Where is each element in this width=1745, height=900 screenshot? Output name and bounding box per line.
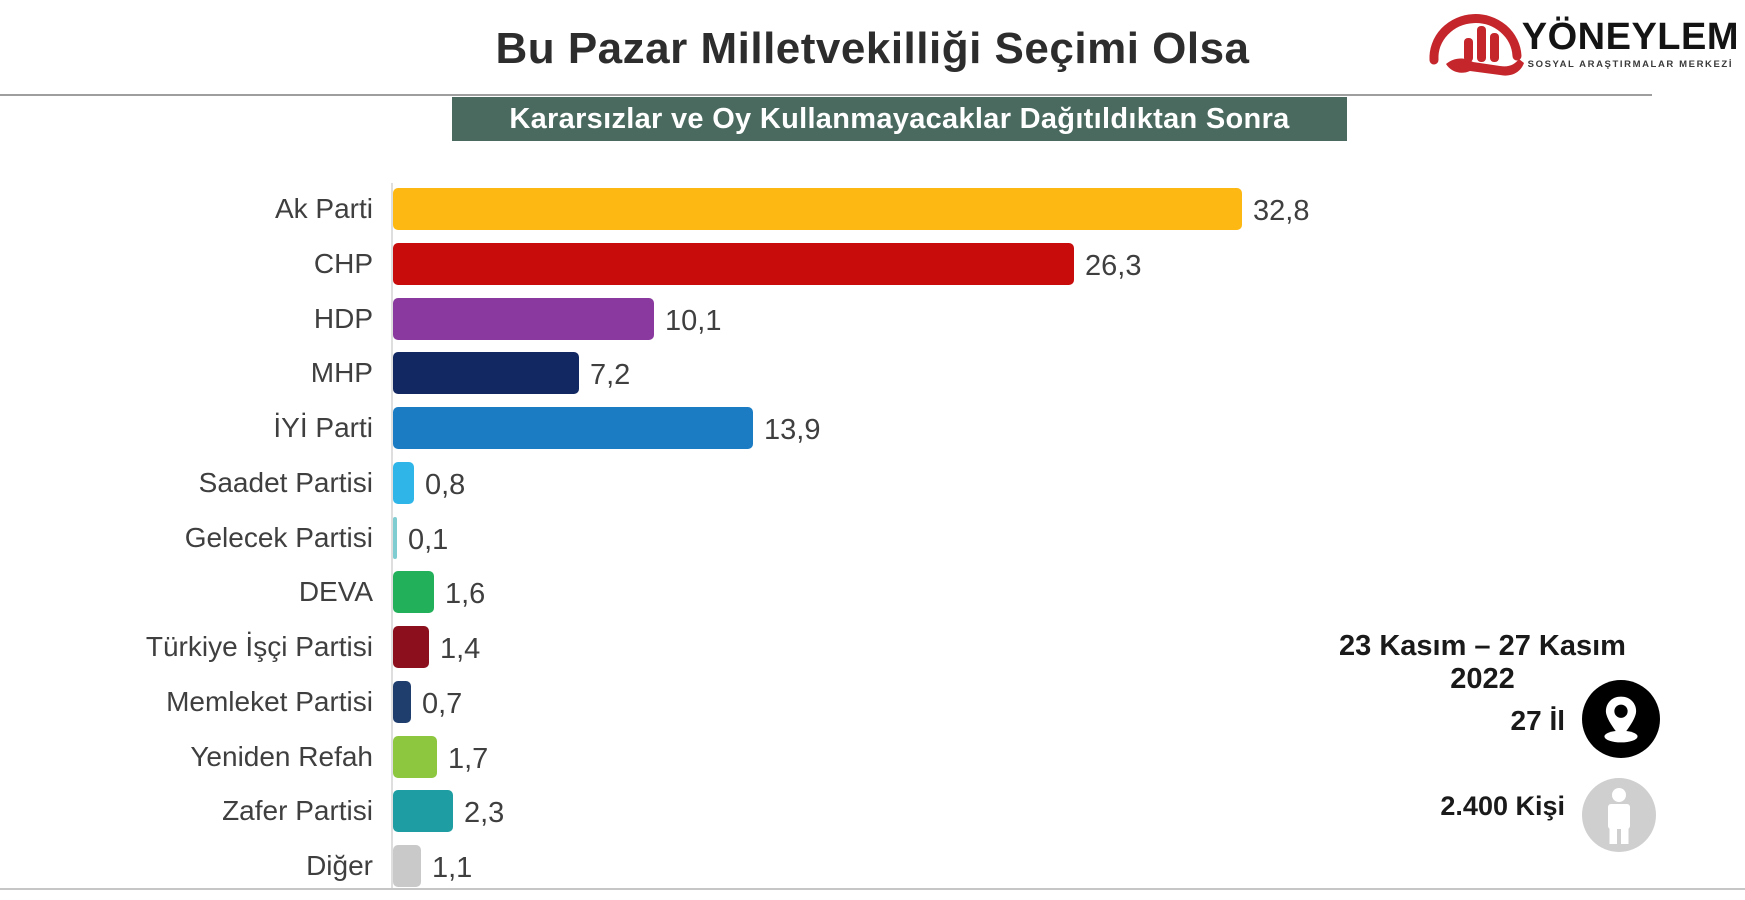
bar-row: CHP 26,3 xyxy=(0,243,1745,285)
bar-value-label: 1,1 xyxy=(432,852,473,884)
bar-value-label: 13,9 xyxy=(764,414,821,446)
hand-holding-bar-chart-icon xyxy=(1422,4,1526,80)
bar-value-label: 1,6 xyxy=(445,578,486,610)
party-label: İYİ Parti xyxy=(273,412,373,443)
sample-size-label: 2.400 Kişi xyxy=(1440,791,1565,821)
party-label: Memleket Partisi xyxy=(166,686,373,717)
bar-row: Gelecek Partisi 0,1 xyxy=(0,517,1745,559)
bar xyxy=(393,626,429,668)
bar-value-label: 7,2 xyxy=(590,359,631,391)
bar-value-label: 1,4 xyxy=(440,633,481,665)
page-title: Bu Pazar Milletvekilliği Seçimi Olsa xyxy=(495,24,1250,73)
party-label: Zafer Partisi xyxy=(222,795,373,826)
bar-row: MHP 7,2 xyxy=(0,352,1745,394)
subtitle-banner: Kararsızlar ve Oy Kullanmayacaklar Dağıt… xyxy=(452,97,1347,141)
survey-date-range: 23 Kasım – 27 Kasım 2022 xyxy=(1339,630,1626,695)
bar-row: Türkiye İşçi Partisi 1,4 xyxy=(0,626,1745,668)
party-label: Gelecek Partisi xyxy=(184,522,373,553)
provinces-count-label: 27 İl xyxy=(1510,705,1565,736)
person-icon xyxy=(1582,778,1656,852)
bar-row: Yeniden Refah 1,7 xyxy=(0,736,1745,778)
footer-divider-line xyxy=(0,888,1745,890)
bar xyxy=(393,517,397,559)
bar xyxy=(393,407,753,449)
bar-value-label: 2,3 xyxy=(464,797,505,829)
bar-value-label: 26,3 xyxy=(1085,250,1142,282)
party-label: DEVA xyxy=(298,576,373,607)
header-divider-line xyxy=(0,94,1652,96)
bar-row: HDP 10,1 xyxy=(0,298,1745,340)
bar xyxy=(393,790,453,832)
logo-tagline: SOSYAL ARAŞTIRMALAR MERKEZİ xyxy=(1527,59,1734,70)
bar-row: Ak Parti 32,8 xyxy=(0,188,1745,230)
bar-row: Diğer 1,1 xyxy=(0,845,1745,887)
location-pin-icon xyxy=(1582,680,1660,758)
bar-row: Memleket Partisi 0,7 xyxy=(0,681,1745,723)
party-label: MHP xyxy=(310,357,373,388)
bar-value-label: 0,7 xyxy=(422,688,463,720)
bar xyxy=(393,188,1242,230)
party-label: Diğer xyxy=(306,850,373,881)
bar-value-label: 0,1 xyxy=(408,524,449,556)
bar xyxy=(393,352,579,394)
bar-row: DEVA 1,6 xyxy=(0,571,1745,613)
party-label: HDP xyxy=(313,303,373,334)
bar xyxy=(393,681,411,723)
bar xyxy=(393,462,414,504)
party-label: Türkiye İşçi Partisi xyxy=(145,631,373,662)
bar-value-label: 10,1 xyxy=(665,305,722,337)
bar-row: İYİ Parti 13,9 xyxy=(0,407,1745,449)
bar xyxy=(393,298,654,340)
party-label: Ak Parti xyxy=(274,193,373,224)
bar-row: Zafer Partisi 2,3 xyxy=(0,790,1745,832)
yoneylem-logo: YÖNEYLEM SOSYAL ARAŞTIRMALAR MERKEZİ xyxy=(1422,4,1739,80)
bar-row: Saadet Partisi 0,8 xyxy=(0,462,1745,504)
bar xyxy=(393,243,1074,285)
bar-value-label: 0,8 xyxy=(425,469,466,501)
party-label: Saadet Partisi xyxy=(198,467,373,498)
chart-axis-line xyxy=(391,183,393,889)
logo-text: YÖNEYLEM SOSYAL ARAŞTIRMALAR MERKEZİ xyxy=(1522,18,1739,70)
bar-value-label: 32,8 xyxy=(1253,195,1310,227)
bar xyxy=(393,845,421,887)
bar xyxy=(393,571,434,613)
bar-value-label: 1,7 xyxy=(448,743,489,775)
bar xyxy=(393,736,437,778)
logo-name: YÖNEYLEM xyxy=(1521,16,1739,58)
party-label: CHP xyxy=(313,248,373,279)
party-label: Yeniden Refah xyxy=(190,741,373,772)
